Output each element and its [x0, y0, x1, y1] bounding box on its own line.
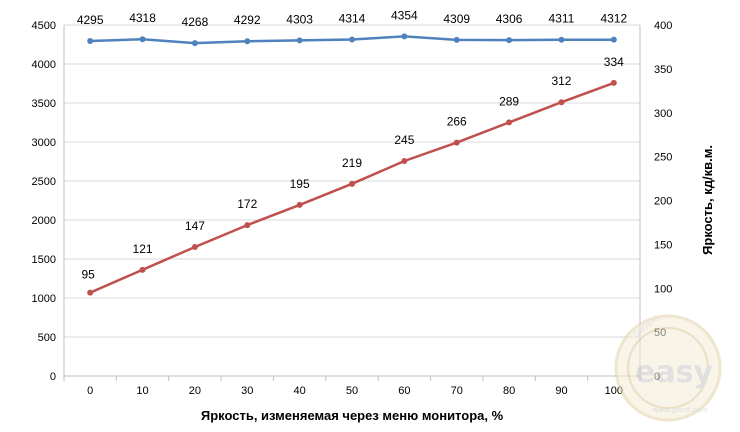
series-1-data-label: 4292 — [234, 13, 261, 27]
y-right-tick-label: 200 — [654, 196, 672, 208]
series-2-data-label: 245 — [394, 133, 414, 147]
series-1-data-label: 4314 — [339, 12, 366, 26]
y-right-tick-label: 150 — [654, 239, 672, 251]
y-left-tick-label: 0 — [50, 371, 56, 383]
watermark-url-text: www.gecid.com — [653, 406, 708, 414]
y-right-tick-label: 100 — [654, 283, 672, 295]
series-2-data-label: 266 — [447, 115, 467, 129]
series-2-point — [191, 244, 198, 251]
series-2-point — [506, 119, 513, 126]
y-right-tick-label: 250 — [654, 152, 672, 164]
series-1-data-label: 4318 — [129, 11, 156, 25]
y-left-tick-label: 2500 — [32, 176, 56, 188]
y-left-tick-label: 3000 — [32, 137, 56, 149]
series-1-point — [453, 36, 460, 43]
x-tick-label: 20 — [189, 385, 201, 397]
series-1-point — [506, 37, 513, 44]
series-2-point — [349, 180, 355, 187]
series-1-point — [349, 36, 355, 43]
series-1-point — [610, 36, 617, 43]
series-2-point — [558, 99, 565, 106]
series-1-point — [191, 40, 198, 47]
series-2-point — [453, 139, 460, 146]
series-1-point — [296, 37, 303, 44]
series-1-point — [558, 36, 565, 43]
y-right-tick-label: 350 — [654, 64, 672, 76]
series-2-point — [87, 289, 94, 296]
series-2-point — [610, 79, 617, 86]
x-tick-label: 0 — [87, 385, 93, 397]
series-2-data-label: 147 — [185, 219, 205, 233]
y-left-tick-label: 1000 — [32, 293, 56, 305]
gecid-watermark-logo: easy GLOBAL www.gecid.com — [614, 312, 722, 422]
y-axis-title-right: Яркость, кд/кв.м. — [700, 145, 715, 255]
x-tick-label: 60 — [398, 385, 410, 397]
series-2-data-label: 121 — [133, 242, 153, 256]
x-axis-title: Яркость, изменяемая через меню монитора,… — [201, 408, 504, 423]
y-left-tick-label: 1500 — [32, 254, 56, 266]
series-1-point — [401, 33, 408, 40]
series-1-data-label: 4306 — [496, 12, 523, 26]
y-left-tick-label: 4000 — [32, 59, 56, 71]
series-2-data-label: 219 — [342, 156, 362, 170]
axes-layer: 0 500 1000 1500 2000 2500 3000 3500 4000 4500 0 50 1… — [32, 20, 673, 397]
y-left-tick-label: 3500 — [32, 98, 56, 110]
series-2-data-label: 289 — [499, 94, 519, 108]
series-line-2 — [89, 81, 615, 294]
x-tick-label: 10 — [136, 385, 148, 397]
series-2-data-label: 195 — [290, 177, 310, 191]
data-labels-layer: 4295 4318 4268 4292 4303 4314 4354 4309 4306 4311… — [77, 8, 628, 281]
y-right-tick-label: 400 — [654, 20, 672, 32]
x-tick-label: 40 — [294, 385, 306, 397]
series-2-data-label: 312 — [551, 74, 571, 88]
series-1-data-label: 4354 — [391, 8, 418, 22]
x-tick-label: 30 — [241, 385, 253, 397]
series-1-data-label: 4311 — [549, 12, 575, 26]
watermark-main-text: easy — [635, 355, 713, 390]
series-2-point — [401, 158, 408, 165]
series-1-data-label: 4309 — [443, 12, 470, 26]
series-2-data-label: 95 — [82, 268, 96, 282]
series-1-data-label: 4268 — [182, 15, 209, 29]
x-tick-label: 70 — [451, 385, 463, 397]
series-1-point — [87, 37, 94, 44]
x-tick-label: 80 — [503, 385, 515, 397]
series-1-point — [139, 36, 146, 43]
series-2-point — [296, 201, 303, 208]
series-1-data-label: 4312 — [600, 12, 627, 26]
y-left-tick-label: 500 — [38, 332, 56, 344]
series-2-data-label: 172 — [237, 197, 257, 211]
series-2-data-label: 334 — [604, 55, 624, 69]
series-2-point — [139, 266, 146, 273]
y-left-tick-label: 4500 — [32, 20, 56, 32]
x-tick-label: 50 — [346, 385, 358, 397]
y-left-tick-label: 2000 — [32, 215, 56, 227]
y-right-tick-label: 300 — [654, 108, 672, 120]
series-1-data-label: 4295 — [77, 13, 104, 27]
series-1-point — [244, 38, 251, 45]
series-layer — [87, 33, 617, 296]
series-2-point — [244, 222, 251, 229]
x-tick-label: 90 — [555, 385, 567, 397]
series-1-data-label: 4303 — [286, 12, 313, 26]
